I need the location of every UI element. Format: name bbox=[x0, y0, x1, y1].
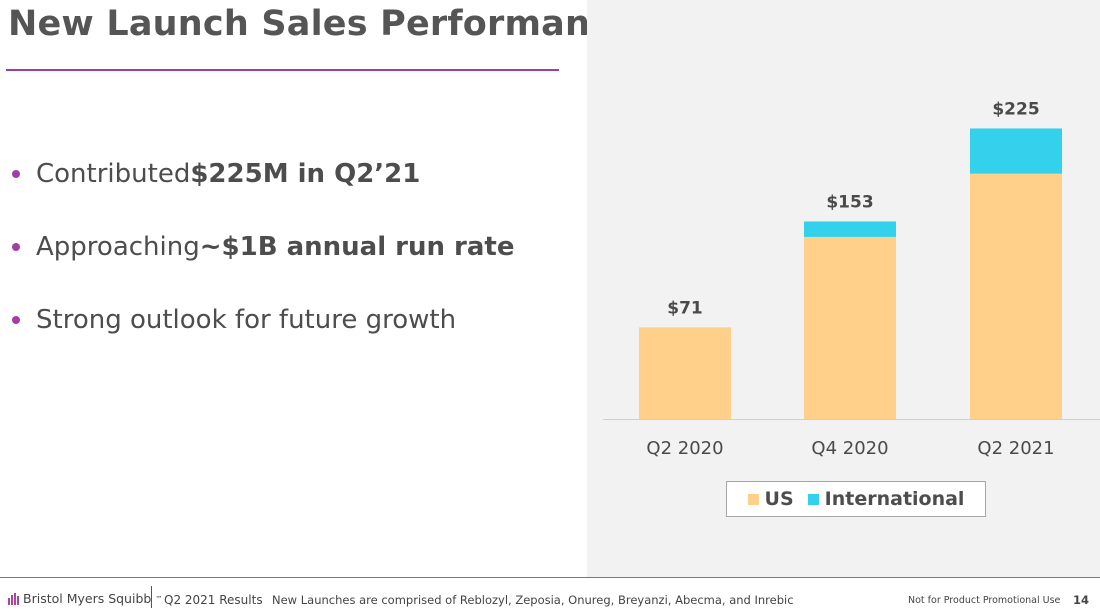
company-name: Bristol Myers Squibb bbox=[23, 591, 152, 606]
trademark-mark: ™ bbox=[155, 594, 163, 603]
bullet-dot-icon bbox=[12, 243, 20, 251]
x-tick-label: Q2 2020 bbox=[646, 438, 723, 459]
x-tick-label: Q2 2021 bbox=[977, 438, 1054, 459]
bullet-dot-icon bbox=[12, 316, 20, 324]
bar-us-q4-2020 bbox=[804, 236, 896, 419]
bullet-text: Approaching bbox=[36, 232, 200, 262]
bullet-item: Contributed $225M in Q2’21 bbox=[12, 150, 514, 198]
legend-label-international: International bbox=[824, 488, 965, 510]
x-tick-label: Q4 2020 bbox=[811, 438, 888, 459]
slide-title: New Launch Sales Performance bbox=[8, 4, 636, 44]
chart-legend: US International bbox=[726, 481, 986, 517]
bar-international-q4-2020 bbox=[804, 221, 896, 237]
bullet-dot-icon bbox=[12, 170, 20, 178]
bar-us-q2-2020 bbox=[639, 327, 731, 419]
bar-international-q2-2021 bbox=[970, 128, 1062, 174]
bullet-bold-text: ~$1B annual run rate bbox=[199, 232, 515, 262]
title-underline bbox=[6, 69, 559, 71]
legend-swatch-us bbox=[747, 493, 759, 505]
footer-divider bbox=[0, 577, 1100, 578]
bullet-list: Contributed $225M in Q2’21 Approaching ~… bbox=[12, 150, 514, 369]
footer-separator bbox=[151, 586, 152, 608]
bullet-text: Strong outlook for future growth bbox=[36, 305, 457, 335]
bar-total-label: $225 bbox=[992, 99, 1039, 119]
legend-item-international: International bbox=[807, 488, 965, 510]
legend-item-us: US bbox=[747, 488, 794, 510]
company-logo: Bristol Myers Squibb ™ bbox=[8, 591, 162, 606]
bar-total-label: $71 bbox=[667, 298, 703, 318]
footer-section: Q2 2021 Results bbox=[164, 593, 263, 607]
footer-disclaimer: Not for Product Promotional Use bbox=[908, 595, 1061, 606]
bullet-item: Approaching ~$1B annual run rate bbox=[12, 223, 514, 271]
sales-bar-chart: $71 Q2 2020 $153 Q4 2020 $225 Q2 2021 bbox=[603, 99, 1100, 459]
bullet-item: Strong outlook for future growth bbox=[12, 296, 514, 344]
footer-note: New Launches are comprised of Reblozyl, … bbox=[272, 593, 794, 607]
legend-label-us: US bbox=[764, 488, 794, 510]
bar-us-q2-2021 bbox=[970, 173, 1062, 419]
bullet-bold-text: $225M in Q2’21 bbox=[190, 159, 421, 189]
page-number: 14 bbox=[1073, 593, 1090, 607]
slide-footer: Bristol Myers Squibb ™ Q2 2021 Results Ne… bbox=[0, 585, 1100, 613]
bar-total-label: $153 bbox=[826, 192, 873, 212]
bullet-text: Contributed bbox=[36, 159, 191, 189]
bms-logo-icon bbox=[8, 592, 19, 605]
legend-swatch-international bbox=[807, 493, 819, 505]
